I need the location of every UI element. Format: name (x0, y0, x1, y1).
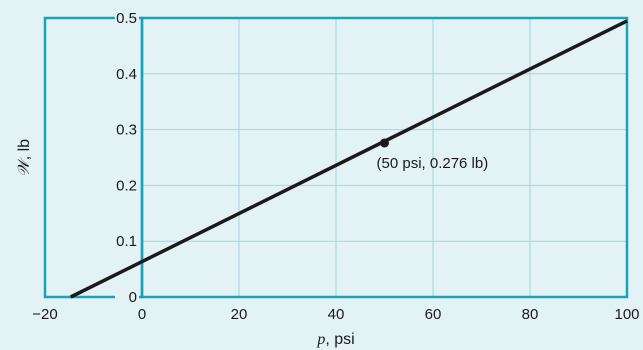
y-tick-label: 0.4 (116, 66, 137, 83)
tick-labels: 0 0.1 0.2 0.3 0.4 0.5 −20 0 20 40 60 80 100 (32, 8, 640, 323)
y-tick-bg-5 (115, 8, 139, 26)
y-tick-bg-2 (115, 175, 139, 194)
y-tick-label: 0.3 (116, 122, 137, 139)
x-tick-label: 20 (231, 306, 248, 323)
y-tick-bg-1 (115, 231, 139, 250)
x-tick-label: 60 (425, 306, 442, 323)
series: (50 psi, 0.276 lb) (69, 19, 628, 299)
x-tick-label: −20 (32, 306, 57, 323)
x-tick-label: 100 (614, 306, 639, 323)
y-tick-bg-0 (115, 287, 139, 305)
y-tick-bg-3 (115, 119, 139, 138)
y-tick-label: 0.2 (116, 177, 137, 194)
y-axis-title: 𝒲, lb (16, 139, 33, 177)
grid (142, 18, 627, 297)
series-line-0 (69, 19, 628, 299)
left-frame (43, 16, 144, 299)
y-tick-label: 0.1 (116, 233, 137, 250)
y-tick-label: 0.5 (116, 10, 137, 27)
x-tick-label: 80 (522, 306, 539, 323)
right-frame (140, 16, 629, 299)
annotation-label: (50 psi, 0.276 lb) (377, 155, 489, 172)
plot-frame (43, 16, 629, 299)
y-tick-bg-4 (115, 63, 139, 82)
x-tick-label: 40 (328, 306, 345, 323)
x-axis-title: p, psi (316, 331, 354, 348)
annotated-point (380, 138, 389, 148)
x-tick-label: 0 (138, 306, 146, 323)
y-tick-label: 0 (129, 289, 137, 306)
